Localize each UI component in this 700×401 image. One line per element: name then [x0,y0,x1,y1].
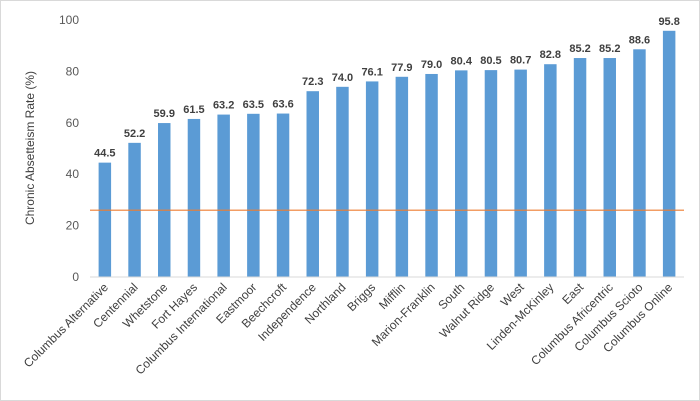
data-label: 85.2 [599,43,620,55]
data-label: 82.8 [540,49,561,61]
y-tick-label: 0 [72,270,79,284]
data-label: 80.5 [480,55,501,67]
data-label: 79.0 [421,59,442,71]
y-tick-label: 40 [66,167,80,181]
bar [514,69,527,277]
category-labels: Columbus AlternativeCentennialWhetstoneF… [21,280,676,378]
category-label: Briggs [344,280,378,314]
y-axis-ticks: 0 20 40 60 80 100 [59,13,79,284]
y-axis-title: Chronic Absetteism Rate (%) [23,71,37,225]
bar [158,123,171,277]
bar [573,58,587,278]
bar [276,113,290,277]
y-tick-label: 100 [59,13,79,27]
data-label: 72.3 [302,76,323,88]
bar [217,114,230,278]
bar [395,76,409,277]
data-label: 80.7 [510,55,531,67]
data-label: 52.2 [124,128,145,140]
bar [544,64,557,277]
y-tick-label: 80 [66,64,80,78]
data-label: 74.0 [332,72,353,84]
data-label: 61.5 [183,104,204,116]
bar [633,49,646,277]
bars [98,30,676,278]
data-labels: 44.5 52.2 59.9 61.5 63.2 63.5 63.6 72.3 74.0 76.1… [94,16,680,160]
bar [336,86,349,277]
bar [662,30,676,277]
bar [425,73,438,277]
data-label: 80.4 [451,55,473,67]
data-label: 76.1 [361,66,382,78]
bar [484,70,498,278]
bar [98,162,112,277]
bar [365,81,379,277]
data-label: 63.2 [213,100,234,112]
data-label: 44.5 [94,148,115,160]
bar [247,113,260,278]
y-tick-label: 60 [66,116,80,130]
data-label: 85.2 [569,43,590,55]
data-label: 88.6 [629,34,650,46]
data-label: 95.8 [658,16,679,28]
data-label: 59.9 [154,108,175,120]
bar [455,70,468,277]
data-label: 77.9 [391,62,412,74]
bar [603,58,616,278]
y-tick-label: 20 [66,219,80,233]
data-label: 63.5 [243,99,264,111]
bar [306,91,319,278]
data-label: 63.6 [272,99,293,111]
bar [187,118,201,277]
